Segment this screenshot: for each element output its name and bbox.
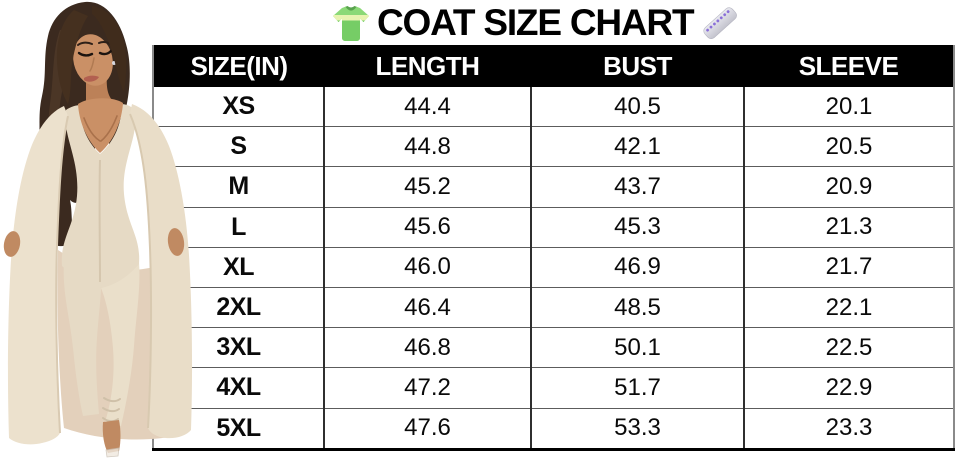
bust-cell: 48.5 [530, 287, 744, 329]
sleeve-cell: 23.3 [743, 408, 954, 451]
sleeve-cell: 20.1 [743, 87, 954, 128]
bust-cell: 53.3 [530, 408, 744, 451]
sleeve-cell: 20.5 [743, 126, 954, 168]
length-cell: 44.8 [323, 126, 531, 168]
bust-cell: 50.1 [530, 327, 744, 369]
length-cell: 47.2 [323, 367, 531, 409]
header-bust: BUST [531, 45, 744, 87]
header-length: LENGTH [324, 45, 531, 87]
length-cell: 45.6 [323, 207, 531, 248]
table-row: L 45.6 45.3 21.3 [153, 207, 954, 248]
length-cell: 46.0 [323, 247, 531, 288]
page-title-bar: COAT SIZE CHART [332, 1, 740, 45]
size-table-body: XS 44.4 40.5 20.1 S 44.8 42.1 20.5 M 45.2 43.7 20.9… [153, 87, 954, 451]
ruler-icon [703, 7, 738, 40]
bust-cell: 46.9 [530, 247, 744, 288]
length-cell: 47.6 [323, 408, 531, 451]
header-sleeve: SLEEVE [744, 45, 954, 87]
table-row: S 44.8 42.1 20.5 [153, 126, 954, 168]
header-size: SIZE(IN) [153, 45, 324, 87]
length-cell: 46.8 [323, 327, 531, 369]
page-title: COAT SIZE CHART [377, 2, 695, 43]
sleeve-cell: 21.7 [743, 247, 954, 288]
size-table-header: SIZE(IN) LENGTH BUST SLEEVE [153, 45, 954, 87]
bust-cell: 43.7 [530, 166, 744, 208]
table-row: 2XL 46.4 48.5 22.1 [153, 287, 954, 329]
length-cell: 45.2 [323, 166, 531, 208]
table-row: 4XL 47.2 51.7 22.9 [153, 367, 954, 409]
bust-cell: 42.1 [530, 126, 744, 168]
bust-cell: 45.3 [530, 207, 744, 248]
tshirt-icon [333, 5, 369, 41]
sleeve-cell: 22.9 [743, 367, 954, 409]
bust-cell: 51.7 [530, 367, 744, 409]
length-cell: 44.4 [323, 87, 531, 128]
sleeve-cell: 21.3 [743, 207, 954, 248]
table-row: 3XL 46.8 50.1 22.5 [153, 327, 954, 369]
sleeve-cell: 22.5 [743, 327, 954, 369]
size-cell: XS [153, 87, 324, 128]
header-row: SIZE(IN) LENGTH BUST SLEEVE [153, 45, 954, 87]
table-row: M 45.2 43.7 20.9 [153, 166, 954, 208]
bust-cell: 40.5 [530, 87, 744, 128]
table-row: 5XL 47.6 53.3 23.3 [153, 408, 954, 451]
length-cell: 46.4 [323, 287, 531, 329]
table-row: XL 46.0 46.9 21.7 [153, 247, 954, 288]
sleeve-cell: 20.9 [743, 166, 954, 208]
size-table: SIZE(IN) LENGTH BUST SLEEVE XS 44.4 40.5 20… [152, 45, 955, 451]
model-photo [3, 1, 193, 458]
sleeve-cell: 22.1 [743, 287, 954, 329]
size-cell: S [153, 126, 324, 168]
table-row: XS 44.4 40.5 20.1 [153, 87, 954, 128]
